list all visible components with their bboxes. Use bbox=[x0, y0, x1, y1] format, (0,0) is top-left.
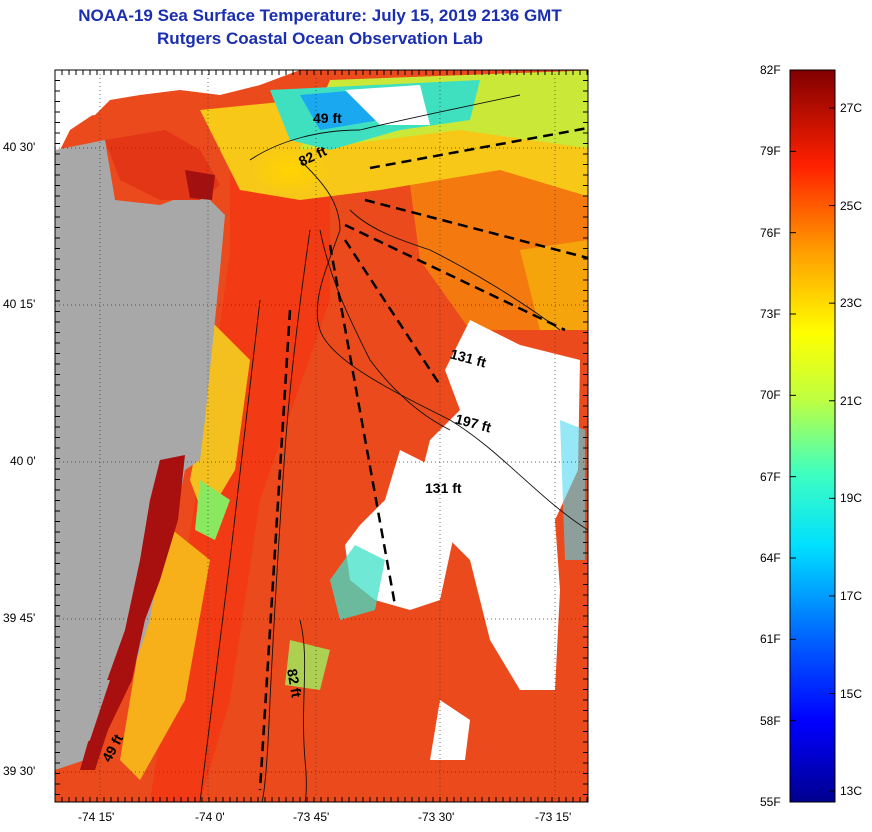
colorbar-c-label: 17C bbox=[840, 588, 863, 603]
colorbar-c-label: 23C bbox=[840, 296, 863, 311]
colorbar-c-label: 13C bbox=[840, 784, 863, 799]
cyan-edge-east bbox=[560, 420, 585, 560]
colorbar-f-label: 73F bbox=[760, 307, 781, 321]
map-subtitle: Rutgers Coastal Ocean Observation Lab bbox=[157, 29, 483, 48]
colorbar-c-label: 19C bbox=[840, 491, 863, 506]
map-field bbox=[55, 70, 588, 802]
colorbar-f-label: 70F bbox=[760, 388, 781, 403]
graticule bbox=[55, 70, 588, 802]
bay-darkred bbox=[185, 170, 215, 200]
harbor-warm bbox=[250, 145, 330, 195]
depth-label-131ft-center: 131 ft bbox=[425, 480, 462, 496]
lat-label-2: 40 15' bbox=[3, 297, 36, 311]
land-south bbox=[55, 680, 110, 770]
colorbar-c-label: 21C bbox=[840, 393, 863, 408]
bathymetry-contours bbox=[199, 94, 588, 802]
land-new-jersey bbox=[55, 140, 225, 770]
cloud-edge-cyan bbox=[330, 545, 385, 620]
lat-label-4: 39 45' bbox=[3, 611, 36, 625]
ny-land-cloud bbox=[55, 70, 300, 120]
colorbar-c-label: 27C bbox=[840, 100, 863, 115]
lon-label-1: -74 15' bbox=[78, 810, 115, 824]
lat-label-3: 40 0' bbox=[10, 454, 36, 468]
colorbar-ticks bbox=[790, 69, 835, 803]
offshore-amber bbox=[520, 240, 588, 330]
green-patch-south bbox=[285, 640, 330, 690]
coastal-yellow bbox=[190, 320, 250, 520]
colorbar-f-label: 67F bbox=[760, 469, 781, 484]
colorbar-f-label: 79F bbox=[760, 144, 781, 159]
cloud-patch-east bbox=[420, 320, 580, 690]
lon-label-3: -73 45' bbox=[293, 810, 330, 824]
lat-label-5: 39 30' bbox=[3, 764, 36, 778]
colorbar-f-label: 82F bbox=[760, 63, 781, 77]
cloud-patch-north bbox=[345, 85, 430, 125]
colorbar-f-label: 61F bbox=[760, 632, 781, 647]
colorbar-f-label: 64F bbox=[760, 551, 781, 565]
colorbar-c-label: 25C bbox=[840, 198, 863, 213]
shipping-lanes bbox=[258, 126, 588, 791]
lon-label-2: -74 0' bbox=[195, 810, 225, 824]
lon-label-5: -73 15' bbox=[535, 810, 572, 824]
lon-label-4: -73 30' bbox=[418, 810, 455, 824]
colorbar bbox=[789, 69, 836, 803]
colorbar-f-label: 55F bbox=[760, 795, 781, 809]
colorbar-f-label: 58F bbox=[760, 713, 781, 728]
lat-label-1: 40 30' bbox=[3, 140, 36, 154]
depth-label-49ft-north: 49 ft bbox=[313, 110, 342, 126]
coastal-south-yellow bbox=[120, 520, 210, 780]
coastal-green bbox=[195, 480, 230, 540]
map-title: NOAA-19 Sea Surface Temperature: July 15… bbox=[78, 6, 562, 25]
colorbar-f-label: 76F bbox=[760, 225, 781, 240]
axis-ticks bbox=[54, 69, 588, 802]
colorbar-c-label: 15C bbox=[840, 686, 863, 701]
